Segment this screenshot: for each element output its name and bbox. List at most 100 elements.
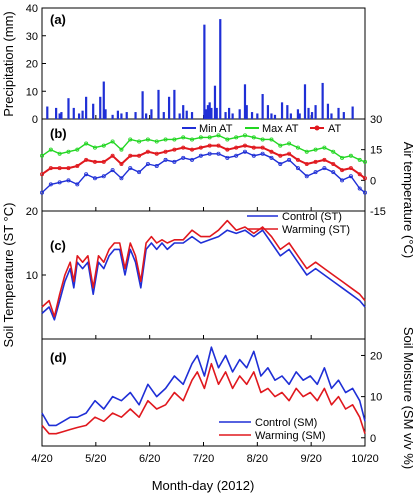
series-min-at-point [57,180,62,185]
series-max-at-point [154,139,159,144]
series-min-at-point [251,153,256,158]
series-min-at-point [348,174,353,179]
series-at-point [57,166,62,171]
series-at-point [313,159,318,164]
precip-bar [261,94,264,119]
series-max-at-point [242,133,247,138]
x-tick-label: 5/20 [85,453,106,465]
series-at-point [278,153,283,158]
precip-bar [72,107,75,119]
series-at-point [340,168,345,173]
precip-bar [116,110,119,119]
x-tick-label: 9/20 [300,453,321,465]
series-min-at-point [172,159,177,164]
precip-bar [190,112,194,119]
precip-bar [85,96,88,119]
series-max-at-point [362,159,367,164]
series-max-at-point [101,143,106,148]
x-tick-label: 7/20 [193,453,214,465]
series-min-at-point [48,182,53,187]
series-max-at-point [225,137,230,142]
precip-bar [231,113,234,119]
series-at-point [181,145,186,150]
series-min-at-point [260,151,265,156]
series-max-at-point [40,153,45,158]
series-at-point [119,161,124,166]
series-min-at-point [119,176,124,181]
legend-warming-st-label: Warming (ST) [282,224,350,236]
x-tick-label: 8/20 [247,453,268,465]
series-at-point [154,151,159,156]
precip-bar [219,19,222,120]
series-max-at-point [251,135,256,140]
precip-axis-title: Precipitation (mm) [1,11,16,116]
series-min-at-point [163,157,168,162]
series-min-at-point [110,168,115,173]
soil-temp-axis-title: Soil Temperature (ST °C) [1,203,16,348]
precip-y-tick-label: 40 [26,3,38,15]
series-min-at-point [287,157,292,162]
soil-moisture-y-tick-label: 10 [370,392,382,404]
series-max-at-point [322,145,327,150]
precip-bar [167,96,171,119]
precip-y-tick-label: 10 [26,86,38,98]
series-max-at-point [198,135,203,140]
legend-control-sm-label: Control (SM) [255,417,317,429]
series-min-at-point [101,174,106,179]
precip-bar [145,113,148,119]
precip-y-tick-label: 30 [26,31,38,43]
precip-bar [150,109,153,119]
series-max-at-point [163,137,168,142]
soil-moisture-axis-title: Soil Moisture (SM v/v %) [401,327,413,469]
series-min-at-point [322,166,327,171]
precip-bar [157,89,160,119]
precip-bar [224,112,227,119]
precip-bar [99,96,102,119]
precip-bar [273,114,277,119]
panel-b-label: (b) [50,126,67,141]
precip-bar [298,113,301,119]
series-at-point [260,145,265,150]
series-max-at-point [57,151,62,156]
series-at-point [84,157,89,162]
series-max-at-point [216,133,221,138]
series-min-at-point [295,166,300,171]
legend-at-label: AT [328,123,342,135]
precip-bar [280,102,284,119]
series-at-point [163,149,168,154]
series-max-at-point [313,147,318,152]
series-at-point [357,172,362,177]
series-min-at-point [216,151,221,156]
series-at-point [287,151,292,156]
series-max-at-point [137,139,142,144]
series-at-point [304,161,309,166]
series-min-at-point [234,153,239,158]
series-max-at-point [119,147,124,152]
precip-bar [245,105,248,119]
x-tick-label: 6/20 [139,453,160,465]
precip-bar [206,105,210,119]
series-min-at-point [145,161,150,166]
precip-bar [162,112,165,119]
series-min-at-point [137,170,142,175]
series-at-point [48,166,53,171]
air-temp-y-tick-label: 30 [370,114,382,126]
soil-temp-y-tick-label: 10 [26,270,38,282]
precip-y-tick-label: 0 [32,114,38,126]
precip-bar [81,110,84,119]
precip-bar [227,107,231,119]
soil-temp-y-tick-label: 20 [26,206,38,218]
precip-bar [314,105,317,119]
series-max-at-point [145,137,150,142]
series-min-at-point [84,172,89,177]
precip-bar [205,109,208,119]
series-min-at-point [181,155,186,160]
series-max-at-point [348,153,353,158]
series-max-at-point [269,137,274,142]
series-at-point [322,157,327,162]
series-min-at-point [128,166,133,171]
legend-control-st-label: Control (ST) [282,211,342,223]
series-max-at-point [66,149,71,154]
series-min-at-point [198,153,203,158]
series-min-at-point [242,149,247,154]
